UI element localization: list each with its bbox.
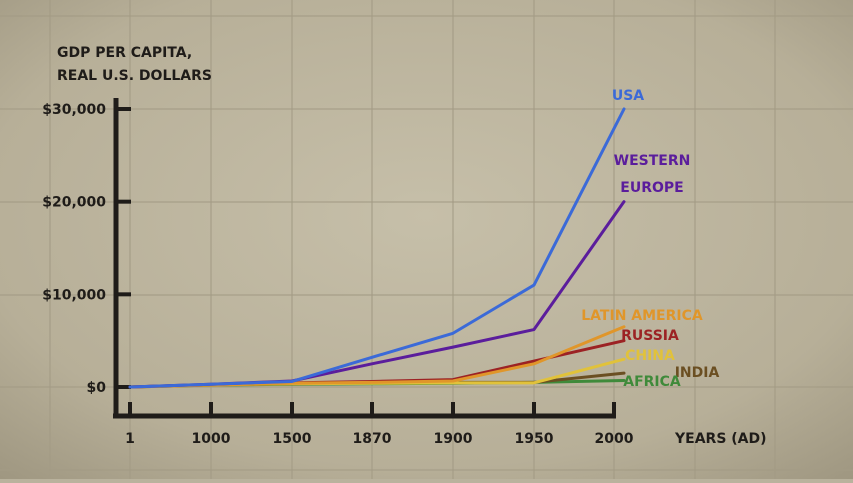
series-label-russia: RUSSIA [621, 328, 679, 344]
y-tick-label: $0 [87, 380, 107, 396]
x-tick-label: 1 [125, 431, 135, 447]
series-label-usa: USA [612, 88, 644, 104]
x-tick-label: 1870 [353, 431, 392, 447]
x-tick-label: 2000 [595, 431, 634, 447]
x-tick-label: 1000 [192, 431, 231, 447]
series-label-india: INDIA [675, 365, 720, 381]
x-tick-label: 1900 [434, 431, 473, 447]
y-axis-title-line-1: GDP PER CAPITA, [57, 45, 192, 61]
x-axis-title: YEARS (AD) [674, 431, 767, 447]
series-label-western-europe: WESTERN [614, 153, 691, 169]
series-label-africa: AFRICA [623, 374, 681, 390]
x-tick-label: 1950 [515, 431, 554, 447]
series-label-western-europe: EUROPE [620, 180, 683, 196]
series-line-usa [128, 107, 626, 389]
y-axis-title-line-2: REAL U.S. DOLLARS [57, 68, 212, 84]
series-lines [128, 107, 626, 389]
x-tick-label: 1500 [273, 431, 312, 447]
y-tick-label: $30,000 [42, 102, 106, 118]
y-tick-label: $20,000 [42, 195, 106, 211]
y-tick-label: $10,000 [42, 287, 106, 303]
series-label-china: CHINA [625, 348, 675, 364]
series-label-latin-america: LATIN AMERICA [581, 308, 703, 324]
series-labels: USA WESTERN EUROPE LATIN AMERICA RUSSIA CHINA… [581, 88, 719, 390]
x-axis-ticks: 1 1000 1500 1870 1900 1950 2000 [125, 402, 634, 447]
